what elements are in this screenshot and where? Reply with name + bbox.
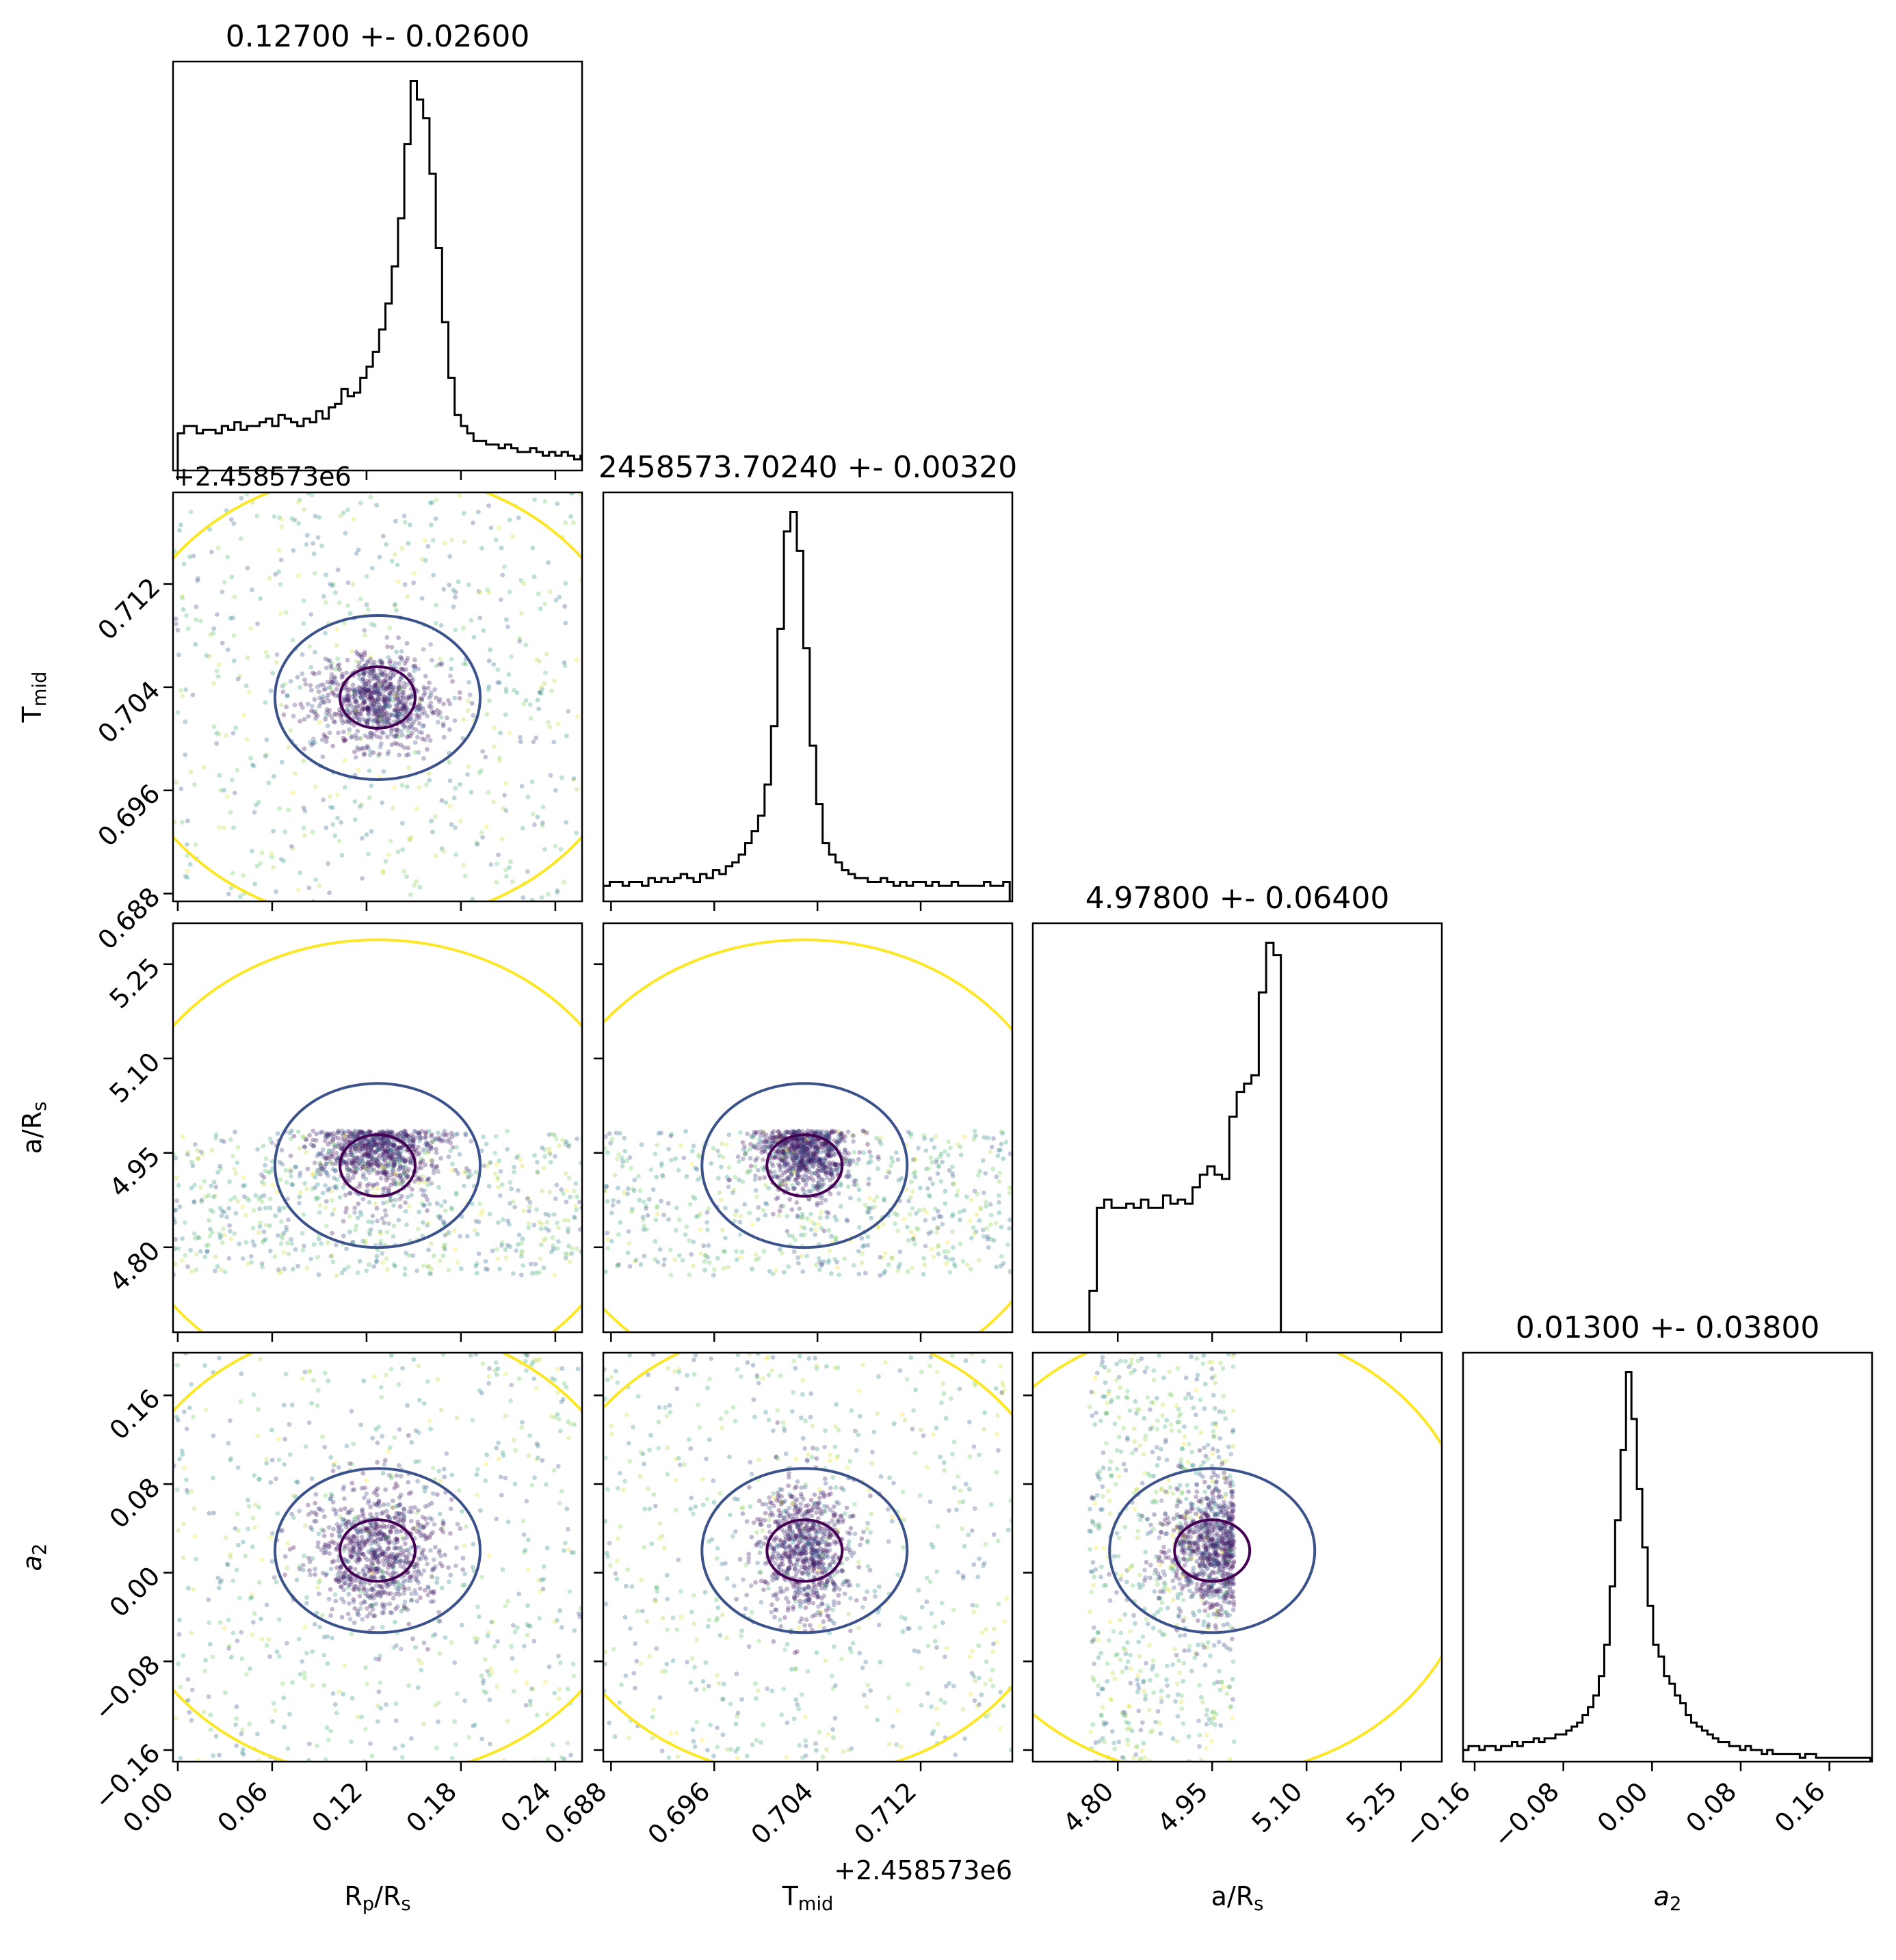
offset-text-tmid-y: +2.458573e6	[173, 462, 352, 492]
ytick-label-ars: 4.95	[103, 1141, 166, 1203]
scatter-panel-ars-a2: 4.80 4.95 5.10 5.25	[1023, 1351, 1443, 1838]
axes-frame	[602, 922, 1014, 1334]
title-tmid: 2458573.70240 +- 0.00320	[598, 450, 1018, 485]
hist-a2	[1463, 1370, 1872, 1762]
axes-frame	[1031, 1351, 1443, 1763]
contour	[700, 1082, 909, 1249]
contour	[274, 613, 482, 781]
title-a2: 0.01300 +- 0.03800	[1516, 1310, 1820, 1345]
contour	[765, 1518, 844, 1583]
xlabel-ars: a/Rs	[1211, 1881, 1264, 1915]
ytick-label-a2: 0.08	[103, 1472, 166, 1534]
scatter-panel-rp-a2: 0.00 0.06 0.12 0.18 0.24−0.16−0.080.000.080.…	[88, 1351, 583, 1838]
xlabel-tmid: Tmid	[782, 1881, 834, 1915]
ytick-label-ars: 5.25	[103, 952, 166, 1014]
xtick-label-ars: 4.80	[1057, 1776, 1120, 1838]
xtick-label-tmid: 0.688	[539, 1776, 613, 1850]
xtick-label-rp: 0.18	[400, 1776, 462, 1838]
scatter-points-rp-ars	[173, 1128, 582, 1278]
axes-frame	[172, 491, 583, 903]
scatter-panel-rp-ars: 4.80 4.95 5.10 5.25	[103, 922, 583, 1342]
hist-rp	[176, 79, 582, 471]
scatter-panel-rp-tmid: 0.688 0.696 0.704 0.712	[92, 491, 583, 955]
ytick-label-ars: 4.80	[103, 1235, 166, 1297]
ytick-label-a2: 0.16	[103, 1383, 166, 1446]
xlabel-a2: a2	[1654, 1881, 1682, 1915]
axes-frame	[172, 1351, 583, 1763]
xtick-label-tmid: 0.704	[745, 1776, 819, 1850]
scatter-panel-tmid-ars	[594, 922, 1014, 1342]
axes-frame	[1462, 1351, 1873, 1763]
scatter-panel-tmid-a2: 0.688 0.696 0.704 0.712	[539, 1351, 1014, 1850]
axes-frame	[1031, 922, 1443, 1334]
xlabel-rp: Rp/Rs	[344, 1881, 410, 1915]
ylabel-tmid: Tmid	[17, 672, 51, 724]
scatter-points-ars-a2	[1087, 1353, 1237, 1762]
ytick-label-tmid: 0.712	[92, 572, 166, 646]
axes-frame	[172, 60, 583, 472]
contour	[274, 1467, 482, 1634]
xtick-label-rp: 0.12	[306, 1776, 368, 1838]
ytick-label-a2: 0.00	[103, 1561, 166, 1623]
hist-ars	[1088, 941, 1282, 1332]
ytick-label-tmid: 0.696	[92, 778, 166, 852]
ylabel-ars: a/Rs	[17, 1102, 51, 1154]
axes-frame	[172, 922, 583, 1334]
xtick-label-a2: −0.16	[1399, 1776, 1476, 1853]
offset-text-tmid: +2.458573e6	[834, 1855, 1012, 1885]
ylabel-a2: a2	[17, 1544, 51, 1572]
xtick-label-ars: 5.10	[1246, 1776, 1308, 1838]
title-rp: 0.12700 +- 0.02600	[226, 19, 530, 54]
xtick-label-a2: 0.00	[1592, 1776, 1654, 1838]
hist-panel-a2: 0.01300 +- 0.03800 −0.16 −0.08 0.00 0.08 0.16	[1399, 1310, 1873, 1854]
axes-frame	[602, 1351, 1014, 1763]
xtick-label-a2: −0.08	[1488, 1776, 1565, 1853]
contour	[700, 1467, 909, 1634]
contour	[1173, 1518, 1252, 1583]
scatter-points-rp-a2	[173, 1353, 582, 1762]
contour-outer	[603, 938, 1012, 1332]
hist-panel-tmid: 2458573.70240 +- 0.00320	[598, 450, 1018, 911]
xtick-label-ars: 5.25	[1341, 1776, 1403, 1838]
ytick-label-tmid: 0.704	[92, 675, 166, 749]
scatter-points-rp-tmid	[173, 492, 582, 901]
xtick-label-a2: 0.16	[1769, 1776, 1831, 1838]
contour	[274, 1082, 482, 1249]
xtick-label-rp: 0.06	[211, 1776, 274, 1838]
contour	[765, 1133, 844, 1198]
xtick-label-tmid: 0.696	[642, 1776, 716, 1850]
title-ars: 4.97800 +- 0.06400	[1085, 881, 1390, 916]
contour-outer	[173, 938, 582, 1332]
xtick-label-a2: 0.08	[1680, 1776, 1742, 1838]
scatter-points-tmid-ars	[603, 1128, 1012, 1278]
ytick-label-ars: 5.10	[103, 1046, 166, 1109]
xtick-label-ars: 4.95	[1152, 1776, 1214, 1838]
axes-frame	[602, 491, 1014, 903]
ytick-label-tmid: 0.688	[92, 882, 166, 955]
hist-panel-ars: 4.97800 +- 0.06400	[1031, 881, 1443, 1342]
hist-tmid	[603, 510, 1011, 901]
contour	[1108, 1467, 1317, 1634]
hist-panel-rp: 0.12700 +- 0.02600	[172, 19, 583, 480]
contour	[339, 1133, 417, 1198]
contour	[339, 1518, 417, 1583]
ytick-label-a2: −0.08	[88, 1650, 166, 1727]
xtick-label-tmid: 0.712	[848, 1776, 922, 1850]
contour	[339, 665, 417, 730]
scatter-points-tmid-a2	[603, 1353, 1012, 1760]
